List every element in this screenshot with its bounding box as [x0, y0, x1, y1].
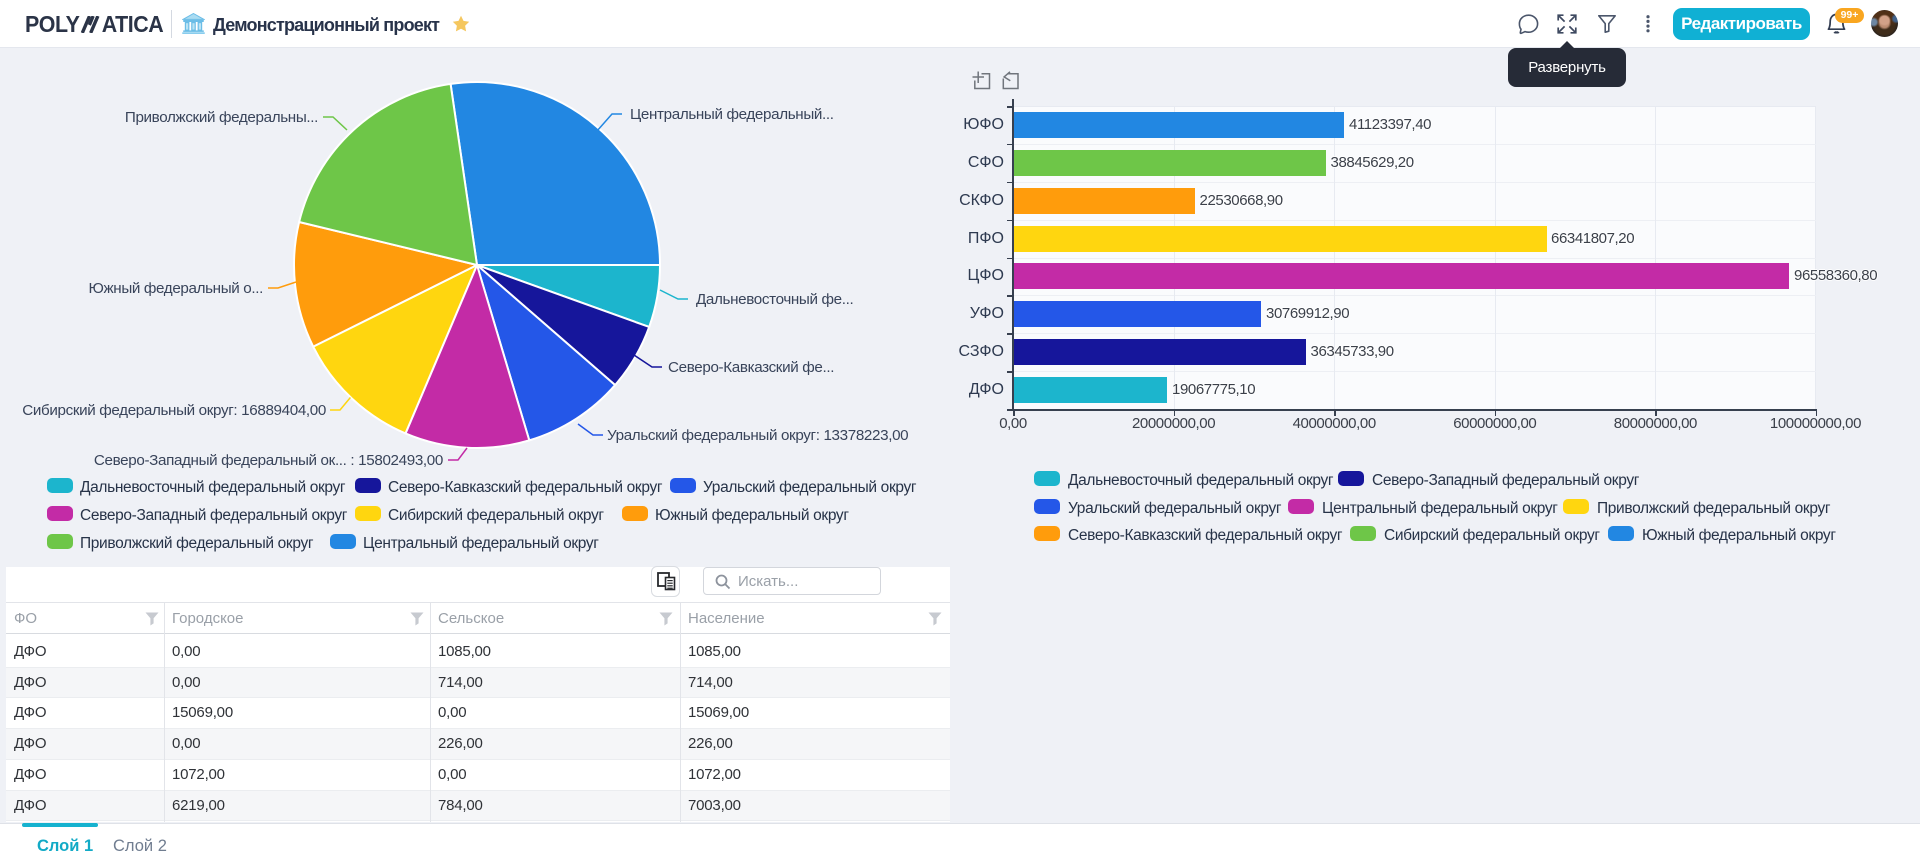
svg-text:Северо-Западный федеральный ок: Северо-Западный федеральный ок... : 1580… [94, 452, 443, 469]
svg-text:Приволжский федеральны...: Приволжский федеральны... [125, 109, 318, 126]
svg-text:Северо-Кавказский фе...: Северо-Кавказский фе... [668, 359, 834, 376]
svg-text:Южный федеральный о...: Южный федеральный о... [88, 280, 263, 297]
svg-text:Сибирский федеральный округ: 1: Сибирский федеральный округ: 16889404,00 [22, 402, 326, 419]
svg-text:Дальневосточный фе...: Дальневосточный фе... [696, 291, 853, 308]
svg-text:Центральный федеральный...: Центральный федеральный... [630, 106, 834, 123]
svg-text:Уральский федеральный округ: 1: Уральский федеральный округ: 13378223,00 [607, 427, 908, 444]
